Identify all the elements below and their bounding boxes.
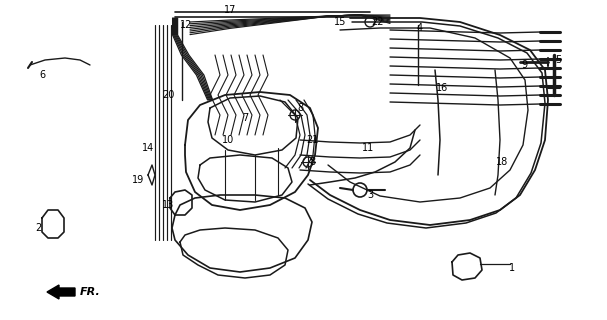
Text: 12: 12 — [180, 20, 192, 30]
Text: 14: 14 — [142, 143, 154, 153]
Text: 22: 22 — [371, 17, 384, 27]
Text: 2: 2 — [35, 223, 41, 233]
Text: 4: 4 — [417, 23, 423, 33]
Text: 8: 8 — [297, 103, 303, 113]
Text: 13: 13 — [162, 200, 174, 210]
Text: 5: 5 — [555, 55, 561, 65]
Text: 19: 19 — [132, 175, 144, 185]
Text: 7: 7 — [242, 113, 248, 123]
Circle shape — [303, 157, 313, 167]
Text: 10: 10 — [222, 135, 234, 145]
Text: 17: 17 — [224, 5, 236, 15]
Text: 20: 20 — [162, 90, 174, 100]
Text: 11: 11 — [362, 143, 374, 153]
Text: 6: 6 — [39, 70, 45, 80]
Text: 18: 18 — [496, 157, 508, 167]
Text: 16: 16 — [436, 83, 448, 93]
Circle shape — [290, 110, 300, 120]
Text: 3: 3 — [367, 190, 373, 200]
Text: 1: 1 — [509, 263, 515, 273]
Text: 9: 9 — [521, 60, 527, 70]
Text: 8: 8 — [309, 157, 315, 167]
FancyArrow shape — [47, 285, 75, 299]
Text: 15: 15 — [334, 17, 346, 27]
Text: 21: 21 — [306, 135, 318, 145]
Text: FR.: FR. — [80, 287, 101, 297]
